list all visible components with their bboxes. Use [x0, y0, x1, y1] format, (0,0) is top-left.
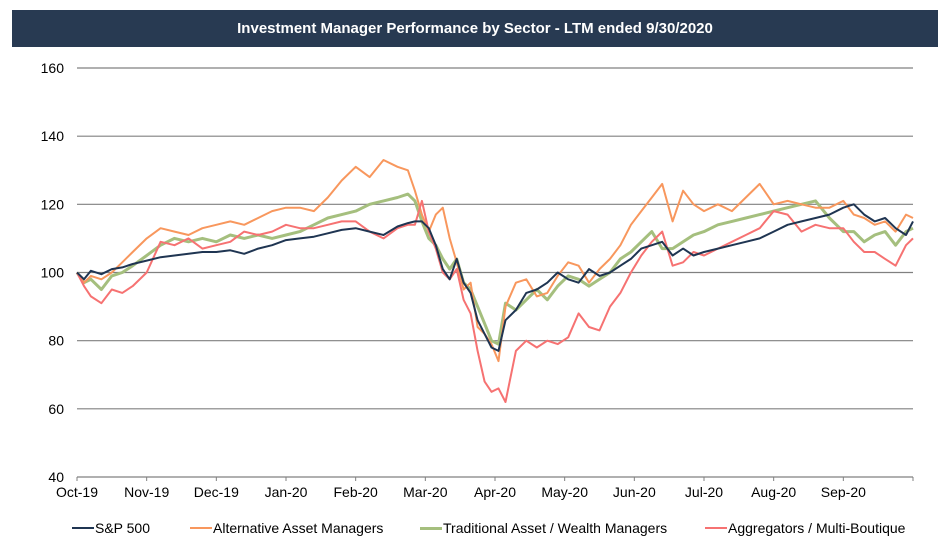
series-alternative-line — [76, 159, 914, 363]
legend-label-aggregators: Aggregators / Multi-Boutique — [728, 520, 906, 536]
legend-item-traditional: Traditional Asset / Wealth Managers — [420, 520, 667, 536]
x-tick-label: Jan-20 — [265, 484, 308, 500]
x-tick-label: Mar-20 — [403, 484, 448, 500]
x-tick-label: Dec-19 — [194, 484, 239, 500]
x-tick-label: Sep-20 — [821, 484, 866, 500]
series-traditional-line — [75, 192, 914, 346]
y-tick-label: 40 — [48, 469, 64, 485]
legend-label-alternative: Alternative Asset Managers — [213, 520, 384, 536]
legend-swatch-traditional — [420, 526, 442, 530]
y-tick-label: 80 — [48, 333, 64, 349]
x-tick-label: Jun-20 — [613, 484, 656, 500]
legend-item-sp500: S&P 500 — [72, 520, 150, 536]
x-tick-label: May-20 — [541, 484, 588, 500]
x-tick-label: Jul-20 — [685, 484, 723, 500]
y-tick-label: 120 — [41, 196, 65, 212]
series-aggregators-line — [76, 199, 914, 403]
y-tick-label: 160 — [41, 60, 65, 76]
legend-label-traditional: Traditional Asset / Wealth Managers — [443, 520, 668, 536]
legend: S&P 500 Alternative Asset Managers Tradi… — [0, 520, 950, 540]
legend-item-alternative: Alternative Asset Managers — [190, 520, 383, 536]
legend-swatch-sp500 — [72, 527, 94, 529]
x-tick-label: Oct-19 — [56, 484, 98, 500]
y-tick-label: 100 — [41, 265, 65, 281]
y-tick-label: 140 — [41, 128, 65, 144]
legend-label-sp500: S&P 500 — [95, 520, 151, 536]
legend-swatch-aggregators — [705, 527, 727, 529]
legend-item-aggregators: Aggregators / Multi-Boutique — [705, 520, 905, 536]
y-tick-label: 60 — [48, 401, 64, 417]
x-tick-label: Nov-19 — [124, 484, 169, 500]
x-tick-label: Aug-20 — [751, 484, 796, 500]
y-axis-ticks: 40 60 80 100 120 140 160 — [41, 60, 65, 485]
gridlines — [77, 67, 913, 478]
legend-swatch-alternative — [190, 527, 212, 529]
x-tick-label: Feb-20 — [333, 484, 378, 500]
series-lines — [75, 159, 914, 403]
chart-title: Investment Manager Performance by Sector… — [12, 10, 938, 47]
series-sp500-line — [76, 203, 914, 352]
x-tick-label: Apr-20 — [474, 484, 516, 500]
x-axis: Oct-19 Nov-19 Dec-19 Jan-20 Feb-20 Mar-20 Apr-… — [56, 477, 914, 500]
